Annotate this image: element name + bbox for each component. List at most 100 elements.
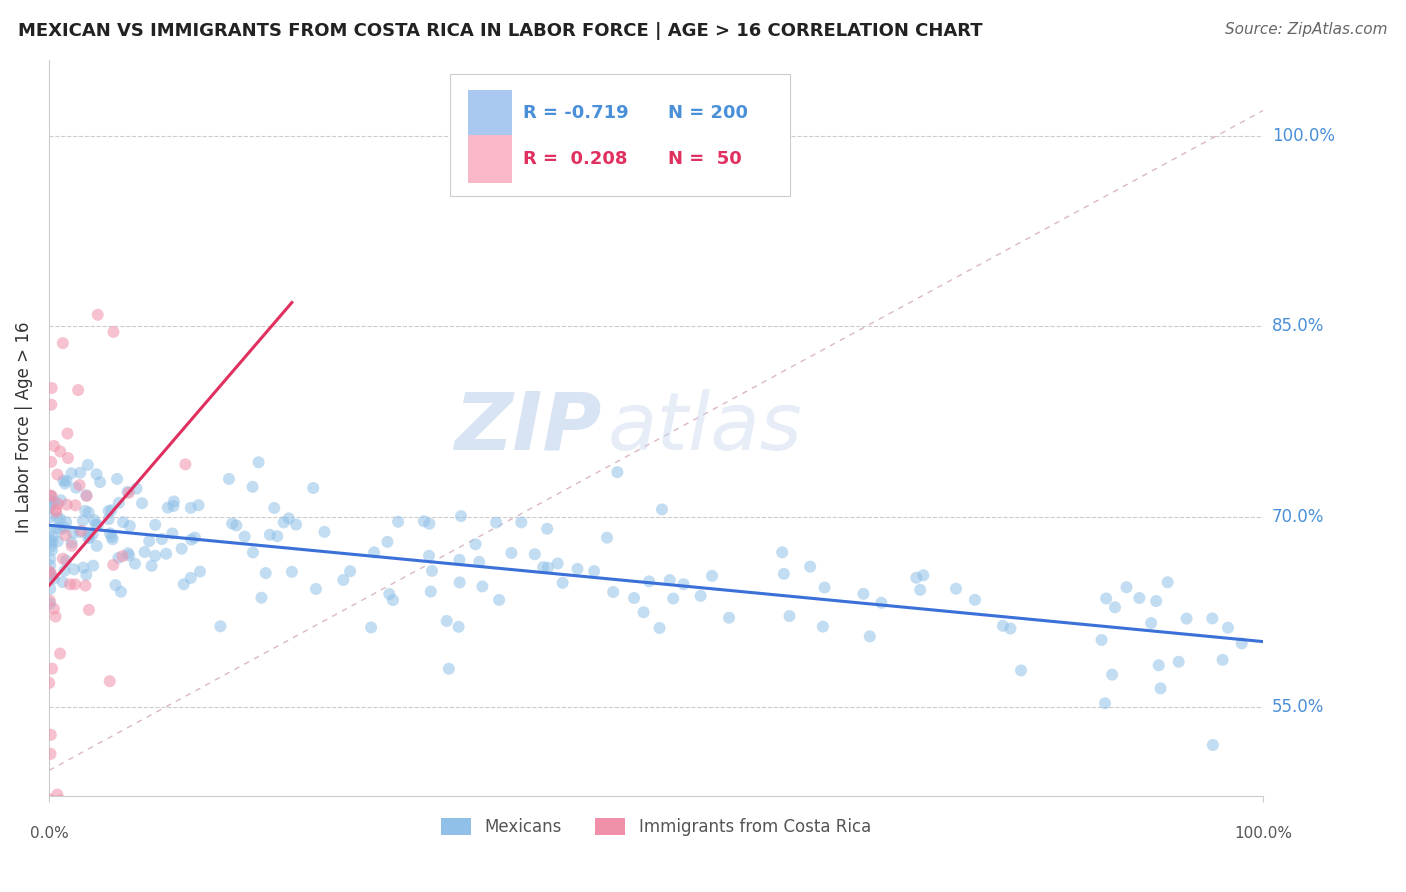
Mexicans [49, 512, 72, 526]
Mexicans [75, 488, 97, 502]
Immigrants from Costa Rica [39, 488, 62, 502]
Mexicans [363, 545, 385, 559]
Mexicans [163, 494, 186, 508]
Mexicans [39, 489, 62, 503]
Mexicans [112, 515, 135, 529]
Mexicans [156, 500, 179, 515]
Mexicans [76, 458, 98, 472]
Mexicans [281, 565, 304, 579]
Immigrants from Costa Rica [39, 747, 62, 761]
Mexicans [39, 534, 62, 549]
Mexicans [1167, 655, 1189, 669]
Mexicans [1144, 594, 1167, 608]
Mexicans [449, 575, 471, 590]
Mexicans [69, 524, 91, 539]
Mexicans [45, 521, 67, 535]
Immigrants from Costa Rica [45, 505, 67, 519]
Mexicans [41, 543, 63, 558]
Mexicans [46, 534, 69, 549]
Immigrants from Costa Rica [49, 647, 72, 661]
Immigrants from Costa Rica [76, 489, 98, 503]
Mexicans [162, 499, 184, 513]
Immigrants from Costa Rica [67, 383, 90, 397]
Mexicans [98, 526, 121, 541]
Mexicans [86, 539, 108, 553]
Mexicans [209, 619, 232, 633]
Immigrants from Costa Rica [49, 444, 72, 458]
Immigrants from Costa Rica [111, 549, 134, 563]
Mexicans [242, 480, 264, 494]
Mexicans [180, 533, 202, 547]
Mexicans [623, 591, 645, 605]
Mexicans [689, 589, 711, 603]
Mexicans [1095, 591, 1118, 606]
Text: 85.0%: 85.0% [1272, 318, 1324, 335]
Immigrants from Costa Rica [63, 577, 86, 591]
Mexicans [170, 541, 193, 556]
Mexicans [779, 609, 801, 624]
Mexicans [117, 546, 139, 560]
Mexicans [104, 578, 127, 592]
Immigrants from Costa Rica [174, 458, 197, 472]
Mexicans [547, 557, 569, 571]
Immigrants from Costa Rica [70, 524, 93, 538]
Mexicans [52, 520, 75, 534]
Immigrants from Costa Rica [38, 676, 60, 690]
Mexicans [143, 549, 166, 563]
Immigrants from Costa Rica [41, 489, 63, 503]
Mexicans [108, 496, 131, 510]
Immigrants from Costa Rica [56, 426, 79, 441]
Mexicans [700, 569, 723, 583]
Mexicans [97, 512, 120, 526]
Mexicans [63, 562, 86, 576]
Mexicans [107, 550, 129, 565]
Text: N =  50: N = 50 [668, 150, 742, 168]
Mexicans [42, 530, 65, 544]
Mexicans [852, 587, 875, 601]
Mexicans [1230, 636, 1253, 650]
Immigrants from Costa Rica [39, 566, 62, 581]
Mexicans [39, 533, 62, 548]
Mexicans [648, 621, 671, 635]
Y-axis label: In Labor Force | Age > 16: In Labor Force | Age > 16 [15, 322, 32, 533]
Mexicans [418, 516, 440, 531]
Text: ZIP: ZIP [454, 389, 602, 467]
Mexicans [266, 529, 288, 543]
Mexicans [811, 619, 834, 633]
Mexicans [339, 564, 361, 578]
Mexicans [155, 547, 177, 561]
Immigrants from Costa Rica [38, 593, 60, 607]
Immigrants from Costa Rica [41, 662, 63, 676]
Mexicans [97, 504, 120, 518]
Mexicans [233, 530, 256, 544]
Mexicans [770, 545, 793, 559]
Text: N = 200: N = 200 [668, 104, 748, 122]
Mexicans [1091, 632, 1114, 647]
Mexicans [1140, 615, 1163, 630]
Mexicans [86, 518, 108, 533]
Mexicans [1156, 575, 1178, 590]
Mexicans [662, 591, 685, 606]
Mexicans [55, 474, 77, 488]
Mexicans [912, 568, 935, 582]
Mexicans [242, 545, 264, 559]
Mexicans [39, 540, 62, 554]
Mexicans [184, 531, 207, 545]
Immigrants from Costa Rica [55, 498, 77, 512]
Mexicans [86, 467, 108, 482]
Immigrants from Costa Rica [39, 728, 62, 742]
Mexicans [65, 481, 87, 495]
Mexicans [125, 482, 148, 496]
Text: atlas: atlas [607, 389, 803, 467]
Mexicans [813, 581, 835, 595]
Mexicans [138, 534, 160, 549]
Mexicans [173, 577, 195, 591]
Mexicans [55, 553, 77, 567]
Mexicans [39, 582, 62, 596]
Mexicans [39, 597, 62, 611]
Immigrants from Costa Rica [49, 793, 72, 807]
Mexicans [218, 472, 240, 486]
FancyBboxPatch shape [468, 90, 512, 136]
Mexicans [1094, 696, 1116, 710]
Mexicans [378, 587, 401, 601]
